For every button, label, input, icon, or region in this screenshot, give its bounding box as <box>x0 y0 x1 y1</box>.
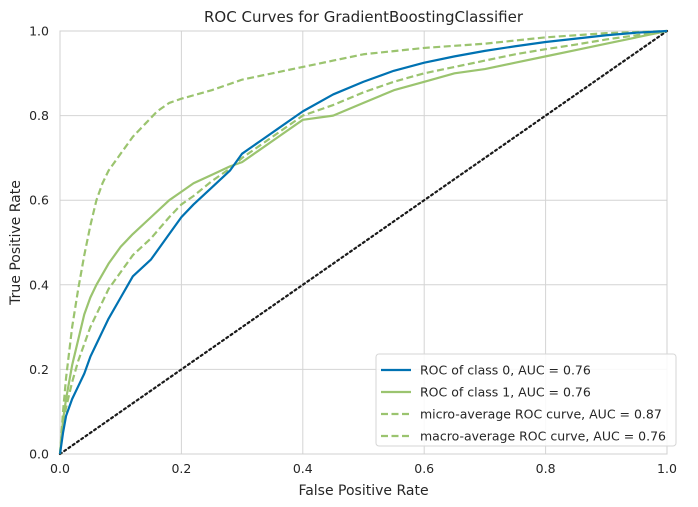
y-tick-label: 0.2 <box>29 362 49 377</box>
x-tick-label: 0.6 <box>414 461 434 476</box>
legend-label: micro-average ROC curve, AUC = 0.87 <box>420 407 662 422</box>
x-tick-label: 0.0 <box>50 461 70 476</box>
legend-label: ROC of class 1, AUC = 0.76 <box>420 385 591 400</box>
series-line-2 <box>58 29 668 455</box>
y-tick-label: 0.8 <box>29 108 49 123</box>
chance-diagonal-line <box>58 29 669 456</box>
y-tick-label: 1.0 <box>29 24 49 39</box>
legend-label: macro-average ROC curve, AUC = 0.76 <box>420 429 666 444</box>
x-tick-label: 0.8 <box>536 461 556 476</box>
x-tick-label: 0.2 <box>171 461 191 476</box>
y-tick-label: 0.4 <box>29 277 49 292</box>
y-tick-label: 0.6 <box>29 193 49 208</box>
grid <box>59 30 668 455</box>
chart-title: ROC Curves for GradientBoostingClassifie… <box>204 8 524 26</box>
series-line-3 <box>58 29 668 455</box>
legend-label: ROC of class 0, AUC = 0.76 <box>420 363 591 378</box>
y-axis-label: True Positive Rate <box>8 180 24 306</box>
x-tick-label: 1.0 <box>657 461 677 476</box>
series-line-0 <box>58 29 668 455</box>
x-tick-label: 0.4 <box>293 461 313 476</box>
tick-labels: 0.0 0.2 0.4 0.6 0.8 1.0 0.0 0.2 0.4 0.6 0.8 1.0 <box>29 24 677 477</box>
legend-box <box>375 353 677 447</box>
legend: ROC of class 0, AUC = 0.76 ROC of class 1… <box>375 353 677 447</box>
series-line-1 <box>58 29 668 455</box>
plot-frame <box>59 30 668 455</box>
series-layer <box>58 29 669 456</box>
x-axis-label: False Positive Rate <box>298 483 428 499</box>
y-tick-label: 0.0 <box>29 447 49 462</box>
